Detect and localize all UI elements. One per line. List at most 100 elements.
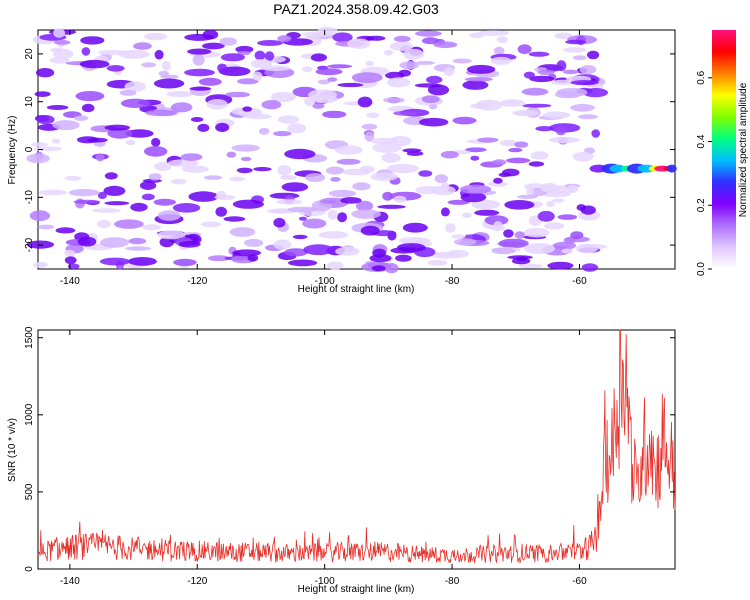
spectrogram-cell bbox=[216, 190, 227, 200]
spectrogram-cell bbox=[304, 97, 316, 107]
spectrogram-cell bbox=[471, 199, 501, 210]
x-tick-label: -140 bbox=[60, 576, 80, 587]
spectrogram-cell bbox=[418, 170, 433, 177]
spectrogram-cell bbox=[74, 115, 89, 121]
spectrogram-cell bbox=[578, 114, 598, 120]
spectrogram-cell bbox=[178, 241, 201, 248]
spectrogram-cell bbox=[302, 66, 313, 73]
spectrogram-cell bbox=[332, 32, 353, 43]
spectrogram-cell bbox=[153, 78, 185, 89]
spectrogram-cell bbox=[328, 189, 357, 198]
spectrogram-cell bbox=[415, 60, 435, 65]
spectrogram-cell bbox=[104, 124, 131, 131]
spectrogram-cell bbox=[270, 91, 296, 103]
spectrogram-cell bbox=[369, 254, 392, 263]
spectrogram-cell bbox=[154, 49, 164, 60]
spectrogram-cell bbox=[499, 139, 518, 147]
x-tick-label: -60 bbox=[572, 576, 587, 587]
spectrogram-cell bbox=[360, 225, 380, 236]
spectrogram-cell bbox=[292, 234, 308, 240]
spectrogram-cell bbox=[120, 98, 151, 109]
spectrogram-cell bbox=[312, 103, 325, 109]
spectrogram-cell bbox=[570, 80, 599, 86]
y-tick-label: 20 bbox=[24, 48, 35, 60]
x-tick-label: -140 bbox=[60, 276, 80, 287]
x-tick-label: -80 bbox=[445, 576, 460, 587]
spectrogram-cell bbox=[452, 58, 472, 64]
spectrogram-cell bbox=[351, 72, 383, 83]
spectrogram-cell bbox=[79, 59, 110, 69]
spectrogram-cell bbox=[340, 197, 362, 204]
spectrogram-cell bbox=[572, 151, 594, 162]
spectrogram-cell bbox=[240, 156, 252, 162]
spectrogram-cell bbox=[493, 46, 505, 55]
spectrogram-cell bbox=[133, 42, 152, 50]
spectrogram-cell bbox=[528, 161, 545, 167]
spectrogram-cell bbox=[188, 191, 219, 202]
spectrogram-cell bbox=[237, 78, 259, 85]
spectrogram-cell bbox=[547, 261, 574, 270]
spectrogram-cell bbox=[530, 151, 549, 160]
spectrogram-cell bbox=[166, 91, 194, 97]
spectrogram-cell bbox=[64, 256, 77, 265]
spectrogram-cell bbox=[517, 44, 532, 55]
colorbar-gradient bbox=[712, 30, 736, 269]
spectrogram-cell bbox=[556, 87, 588, 97]
spectrogram-cell bbox=[335, 247, 360, 256]
y-tick-label: 10 bbox=[24, 96, 35, 108]
spectrogram-cell bbox=[445, 223, 456, 233]
spectrogram-cell bbox=[157, 230, 186, 240]
spectrogram-cell bbox=[516, 256, 528, 262]
spectrogram-cell bbox=[383, 97, 405, 104]
spectrogram-cell bbox=[361, 123, 378, 130]
spectrogram-cell bbox=[81, 103, 95, 113]
spectrogram-cell bbox=[92, 208, 122, 213]
spectrogram-cell bbox=[370, 137, 398, 145]
spectrogram-signal bbox=[666, 164, 677, 173]
spectrogram-cell bbox=[498, 238, 529, 249]
spectrogram-cell bbox=[496, 36, 508, 44]
spectrogram-cell bbox=[433, 41, 458, 48]
spectrogram-cell bbox=[287, 206, 318, 213]
spectrogram-cell bbox=[377, 204, 406, 209]
spectrogram-cell bbox=[537, 210, 555, 222]
spectrogram-cell bbox=[327, 64, 353, 69]
snr-y-label: SNR (10 * v/v) bbox=[7, 418, 18, 482]
colorbar-ticks: 0.0 0.2 0.4 0.6 bbox=[696, 70, 712, 276]
spectrogram-y-ticks: -20 -10 0 10 20 bbox=[24, 48, 675, 252]
spectrogram-cell bbox=[575, 244, 598, 254]
spectrogram-cell bbox=[383, 49, 393, 56]
spectrogram-cell bbox=[371, 265, 386, 272]
spectrogram-cell bbox=[277, 35, 292, 43]
spectrogram-cell bbox=[336, 158, 361, 165]
spectrogram-cell bbox=[153, 198, 176, 206]
spectrogram-blobs bbox=[26, 26, 677, 274]
spectrogram-cell bbox=[460, 192, 487, 203]
spectrogram-cell bbox=[298, 216, 307, 221]
spectrogram-cell bbox=[172, 203, 201, 213]
spectrogram-cell bbox=[46, 105, 69, 110]
spectrogram-cell bbox=[428, 104, 438, 110]
spectrogram-cell bbox=[87, 137, 108, 143]
spectrogram-cell bbox=[148, 173, 162, 181]
spectrogram-cell bbox=[67, 263, 80, 270]
spectrogram-cell bbox=[273, 217, 286, 228]
spectrogram-cell bbox=[474, 209, 500, 216]
spectrogram-cell bbox=[96, 219, 111, 229]
spectrogram-cell bbox=[385, 71, 405, 79]
spectrogram-cell bbox=[365, 35, 386, 41]
spectrogram-cell bbox=[477, 137, 499, 143]
spectrogram-cell bbox=[591, 83, 604, 90]
spectrogram-cell bbox=[581, 263, 599, 272]
spectrogram-cell bbox=[77, 236, 97, 247]
spectrogram-cell bbox=[399, 61, 420, 70]
spectrogram-cell bbox=[540, 184, 560, 193]
spectrogram-cell bbox=[220, 53, 245, 62]
spectrogram-cell bbox=[570, 103, 595, 112]
spectrogram-cell bbox=[280, 175, 297, 180]
spectrogram-cell bbox=[303, 244, 335, 256]
spectrogram-cell bbox=[231, 144, 260, 152]
spectrogram-cell bbox=[49, 47, 65, 53]
spectrogram-cell bbox=[393, 35, 411, 43]
spectrogram-cell bbox=[440, 207, 450, 217]
